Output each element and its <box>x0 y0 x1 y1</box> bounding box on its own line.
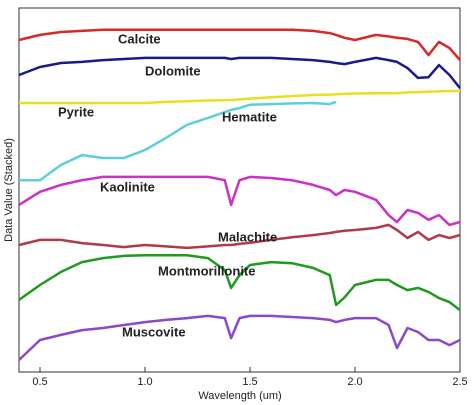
series-label: Hematite <box>222 109 277 124</box>
series-line <box>18 175 461 227</box>
x-tick-label: 1.5 <box>242 376 257 388</box>
series-label: Malachite <box>218 229 277 244</box>
series-line <box>18 314 461 361</box>
series-label: Muscovite <box>122 324 186 339</box>
x-tick-label: 1.0 <box>137 376 152 388</box>
plot-frame <box>18 7 461 373</box>
series-line <box>18 56 461 89</box>
x-tick-label: 2.0 <box>347 376 362 388</box>
series-label: Pyrite <box>58 104 94 119</box>
series-label: Calcite <box>118 31 161 46</box>
y-axis-label: Data Value (Stacked) <box>3 138 15 242</box>
series-line <box>18 28 461 61</box>
x-axis-label: Wavelength (um) <box>198 390 281 402</box>
series-label: Montmorillonite <box>158 263 256 278</box>
series-label: Kaolinite <box>100 179 155 194</box>
series-label: Dolomite <box>145 63 201 78</box>
x-tick-label: 0.5 <box>32 376 47 388</box>
x-tick-label: 2.5 <box>452 376 467 388</box>
series-line <box>18 223 461 250</box>
series-line <box>18 253 461 312</box>
series-line <box>19 100 337 182</box>
series-line <box>19 89 460 105</box>
